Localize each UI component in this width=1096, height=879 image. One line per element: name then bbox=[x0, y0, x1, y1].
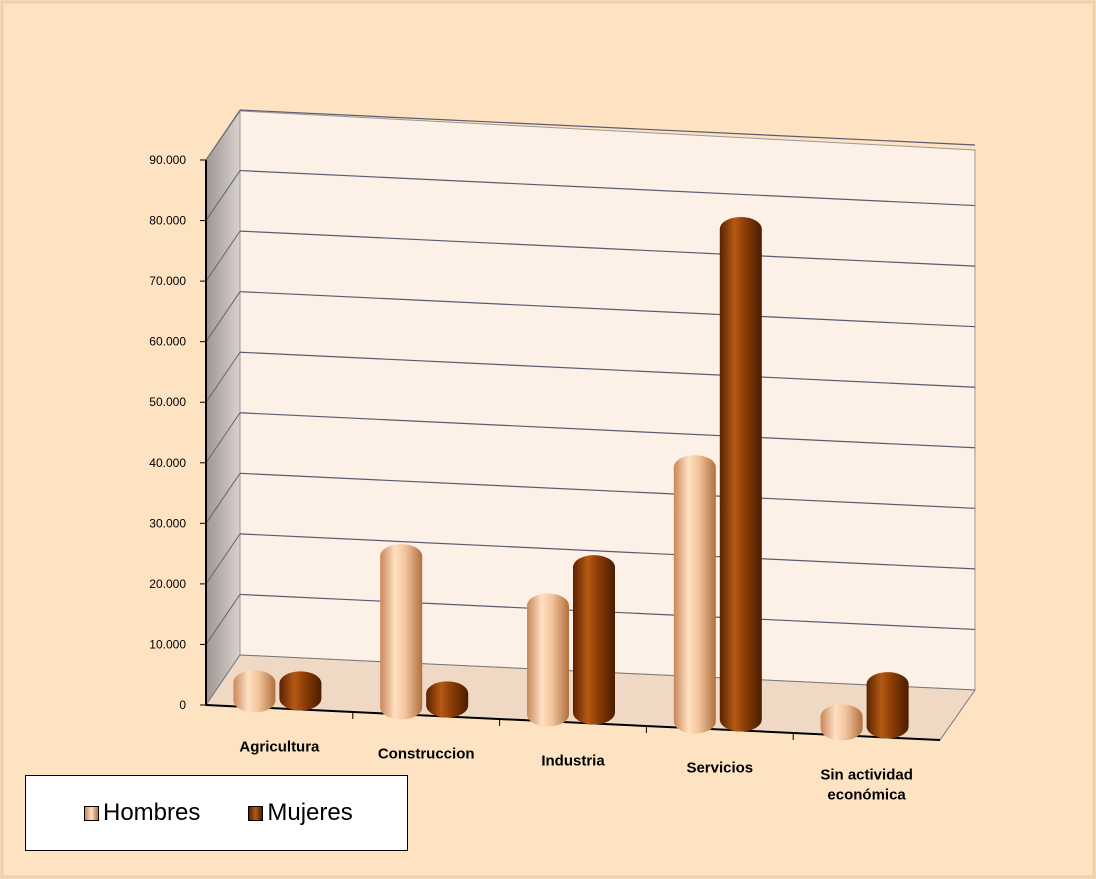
y-tick-label: 60.000 bbox=[149, 335, 186, 349]
x-axis-line bbox=[205, 704, 941, 741]
gridlines bbox=[200, 109, 976, 706]
bar-cap bbox=[426, 681, 469, 706]
y-axis-labels: 0 10.000 20.000 30.000 40.000 50.000 60.000 70.… bbox=[149, 153, 186, 712]
bar-hombres-0 bbox=[233, 670, 276, 713]
legend-label-hombres: Hombres bbox=[103, 799, 201, 826]
y-tick-label: 80.000 bbox=[149, 214, 186, 228]
gridline-side bbox=[205, 533, 241, 585]
bar-body bbox=[866, 684, 909, 739]
gridline bbox=[239, 109, 976, 146]
bar-mujeres-2 bbox=[573, 555, 615, 725]
bar-mujeres-0 bbox=[279, 671, 322, 711]
bar-mujeres-3 bbox=[719, 217, 762, 732]
legend-swatch-mujeres bbox=[248, 805, 264, 821]
side-wall bbox=[205, 109, 241, 707]
y-tick-label: 0 bbox=[179, 698, 186, 712]
x-category-label: Servicios bbox=[686, 760, 753, 777]
gridline bbox=[239, 412, 976, 449]
gridline bbox=[239, 472, 976, 509]
y-tick-label: 10.000 bbox=[149, 637, 186, 651]
bar-body bbox=[573, 567, 615, 725]
bar-body bbox=[527, 605, 569, 727]
bar-mujeres-1 bbox=[426, 681, 469, 718]
y-tick-label: 70.000 bbox=[149, 274, 186, 288]
bar-hombres-2 bbox=[527, 593, 569, 727]
bar-body bbox=[673, 467, 716, 734]
gridline-side bbox=[205, 473, 241, 524]
bar-cap bbox=[279, 671, 322, 696]
bar-cap bbox=[527, 593, 569, 618]
y-tick-label: 20.000 bbox=[149, 577, 186, 591]
gridline-side bbox=[205, 594, 241, 645]
legend-label-mujeres: Mujeres bbox=[267, 799, 353, 826]
gridline-side bbox=[205, 170, 241, 221]
bars bbox=[233, 217, 909, 741]
legend-item-mujeres: Mujeres bbox=[248, 799, 353, 827]
y-tick-label: 40.000 bbox=[149, 456, 186, 470]
gridline-side bbox=[205, 412, 241, 464]
bar-cap bbox=[866, 672, 909, 697]
bar-mujeres-4 bbox=[866, 672, 909, 739]
y-tick-label: 90.000 bbox=[149, 153, 186, 167]
legend-item-hombres: Hombres bbox=[84, 799, 200, 827]
y-tick-label: 50.000 bbox=[149, 395, 186, 409]
bar-cap bbox=[233, 670, 276, 695]
x-category-label: Construccion bbox=[378, 746, 475, 763]
gridline bbox=[239, 351, 976, 388]
bar-cap bbox=[719, 217, 762, 241]
bar-body bbox=[380, 556, 423, 720]
x-category-label: Industria bbox=[541, 753, 605, 770]
gridline bbox=[239, 230, 976, 267]
bar-cap bbox=[573, 555, 615, 580]
gridline-side bbox=[205, 351, 241, 403]
bar-cap bbox=[380, 544, 423, 569]
x-category-label: Agricultura bbox=[239, 739, 320, 756]
bar-body bbox=[719, 229, 762, 732]
y-tick-label: 30.000 bbox=[149, 516, 186, 530]
x-axis-labels: Agricultura Construccion Industria Servicio… bbox=[239, 712, 913, 804]
bar-hombres-1 bbox=[380, 544, 423, 720]
gridline-side bbox=[205, 291, 241, 342]
gridline bbox=[239, 533, 976, 570]
legend: Hombres Mujeres bbox=[25, 775, 408, 851]
legend-swatch-hombres bbox=[84, 805, 99, 821]
gridline-side bbox=[205, 109, 241, 161]
x-category-label: Sin actividad bbox=[820, 767, 913, 784]
bar-hombres-4 bbox=[820, 704, 863, 741]
bar-cap bbox=[820, 704, 863, 729]
gridline bbox=[239, 291, 976, 328]
gridline-side bbox=[205, 230, 241, 282]
bar-cap bbox=[673, 455, 716, 480]
gridline bbox=[239, 169, 976, 207]
x-category-label: económica bbox=[827, 787, 906, 804]
bar-hombres-3 bbox=[673, 455, 716, 734]
